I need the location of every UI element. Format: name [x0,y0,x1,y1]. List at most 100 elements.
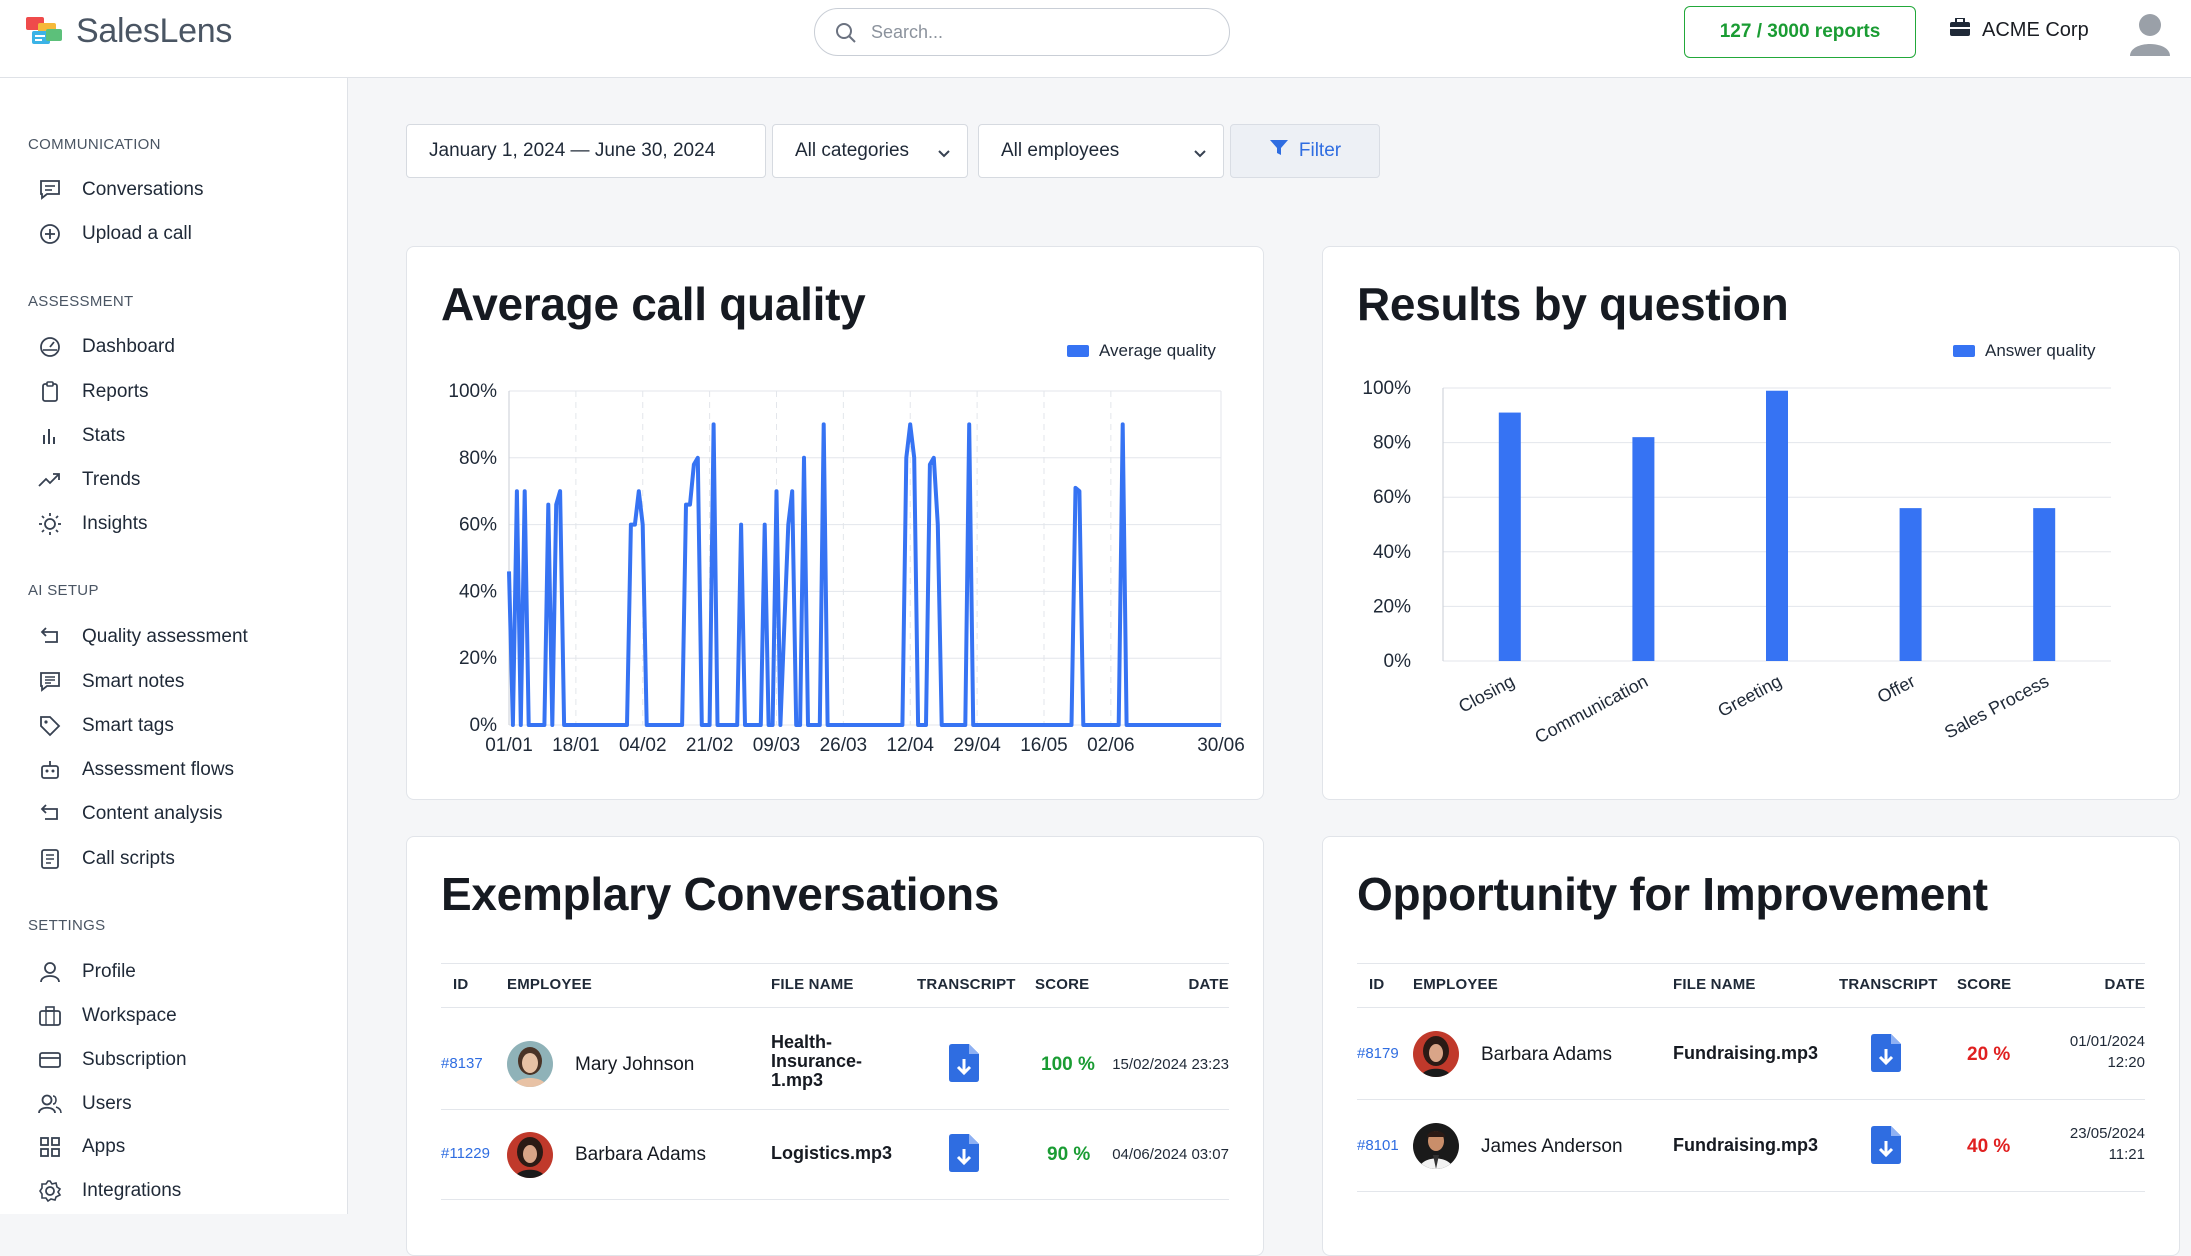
transcript-download-icon[interactable] [949,1044,979,1082]
sidebar-item-assessment-flows[interactable]: Assessment flows [36,754,234,786]
sidebar-item-subscription[interactable]: Subscription [36,1044,187,1076]
sidebar-item-label: Stats [82,425,126,446]
sidebar-item-label: Smart tags [82,715,174,736]
col-score: SCORE [1035,976,1090,993]
divider [1357,1099,2145,1100]
search-input[interactable] [871,17,1211,47]
filter-button[interactable]: Filter [1230,124,1380,178]
sidebar: COMMUNICATION Conversations Upload a cal… [0,78,348,1214]
search-box[interactable] [814,8,1230,56]
sidebar-item-content-analysis[interactable]: Content analysis [36,798,222,830]
sidebar-item-call-scripts[interactable]: Call scripts [36,843,175,875]
sidebar-item-integrations[interactable]: Integrations [36,1175,181,1207]
x-tick-label: 04/02 [619,735,667,756]
sidebar-item-dashboard[interactable]: Dashboard [36,331,175,363]
category-value: All categories [795,140,910,161]
date-value: 23/05/2024 11:21 [2070,1125,2145,1163]
sidebar-item-smart-tags[interactable]: Smart tags [36,710,174,742]
notes-icon [36,668,64,696]
legend-label: Answer quality [1985,341,2096,360]
y-tick-label: 20% [1373,596,1411,617]
sidebar-item-stats[interactable]: Stats [36,420,125,452]
logo[interactable]: SalesLens [26,12,232,51]
sidebar-item-users[interactable]: Users [36,1088,132,1120]
sidebar-item-label: Profile [82,961,136,982]
upload-icon [36,220,64,248]
sidebar-item-reports[interactable]: Reports [36,376,149,408]
exemplary-card: Exemplary Conversations ID EMPLOYEE FILE… [406,836,1264,1256]
org-switcher[interactable]: ACME Corp [1950,17,2089,42]
row-id-link[interactable]: #11229 [441,1145,490,1162]
clipboard-icon [36,378,64,406]
x-tick-label: 26/03 [820,735,868,756]
date-value: 04/06/2024 03:07 [1112,1146,1229,1163]
loop-icon [36,623,64,651]
date-range-value: January 1, 2024 — June 30, 2024 [429,140,716,161]
y-tick-label: 40% [1373,542,1411,563]
col-file-name: FILE NAME [771,976,854,993]
results-legend[interactable]: Answer quality [1953,341,2096,361]
user-icon [36,958,64,986]
score-value: 100 % [1041,1054,1095,1075]
divider [441,1199,1229,1200]
sidebar-item-quality-assessment[interactable]: Quality assessment [36,621,248,653]
divider [441,1007,1229,1008]
row-id-link[interactable]: #8137 [441,1055,483,1072]
category-select[interactable]: All categories [772,124,968,178]
y-tick-label: 60% [459,515,497,536]
y-tick-label: 80% [1373,433,1411,454]
improvement-card: Opportunity for Improvement ID EMPLOYEE … [1322,836,2180,1256]
results-card: Results by question Answer quality 0% 20%… [1322,246,2180,800]
employee-avatar [507,1041,553,1087]
transcript-download-icon[interactable] [1871,1126,1901,1164]
x-tick-label: Communication [1531,671,1651,747]
reports-usage-badge[interactable]: 127 / 3000 reports [1684,6,1916,58]
sidebar-item-conversations[interactable]: Conversations [36,174,203,206]
x-tick-label: 21/02 [686,735,734,756]
sidebar-item-label: Assessment flows [82,759,235,780]
bar-chart: 0% 20% 40% 60% 80% 100% Closing Communication Gr… [1362,378,2111,747]
sidebar-item-trends[interactable]: Trends [36,464,140,496]
avg-quality-legend[interactable]: Average quality [1067,341,1216,361]
trend-icon [36,466,64,494]
date-range-picker[interactable]: January 1, 2024 — June 30, 2024 [406,124,766,178]
col-score: SCORE [1957,976,2012,993]
y-tick-label: 100% [448,381,497,402]
avg-quality-card: Average call quality Average quality 0% 2… [406,246,1264,800]
file-name: Fundraising.mp3 [1673,1135,1819,1155]
gauge-icon [36,333,64,361]
transcript-download-icon[interactable] [949,1134,979,1172]
section-ai-setup: AI SETUP [28,582,99,599]
score-value: 20 % [1967,1044,2011,1065]
sidebar-item-upload-a-call[interactable]: Upload a call [36,218,192,250]
divider [441,1109,1229,1110]
y-tick-label: 80% [459,448,497,469]
sidebar-item-apps[interactable]: Apps [36,1131,125,1163]
row-id-link[interactable]: #8101 [1357,1137,1399,1154]
sidebar-item-smart-notes[interactable]: Smart notes [36,666,184,698]
sidebar-item-profile[interactable]: Profile [36,956,136,988]
sidebar-item-label: Subscription [82,1049,187,1070]
sidebar-item-workspace[interactable]: Workspace [36,1000,177,1032]
avg-quality-title: Average call quality [441,278,866,330]
y-tick-label: 40% [459,581,497,602]
x-tick-label: 09/03 [753,735,801,756]
file-name: Health-Insurance-1.mp3 [771,1032,863,1090]
transcript-download-icon[interactable] [1871,1034,1901,1072]
sidebar-item-insights[interactable]: Insights [36,508,147,540]
org-name: ACME Corp [1982,18,2089,41]
col-employee: EMPLOYEE [507,976,592,993]
y-tick-label: 100% [1362,378,1411,399]
time-line: 11:21 [2108,1146,2145,1163]
employee-name: James Anderson [1481,1136,1623,1157]
sidebar-item-label: Content analysis [82,803,223,824]
employee-name: Barbara Adams [1481,1044,1612,1065]
bar-chart-icon [36,422,64,450]
employee-select[interactable]: All employees [978,124,1224,178]
briefcase-icon [36,1002,64,1030]
sidebar-item-label: Users [82,1093,132,1114]
row-id-link[interactable]: #8179 [1357,1045,1399,1062]
user-avatar-icon[interactable] [2130,12,2170,56]
x-tick-label: 12/04 [886,735,934,756]
score-value: 90 % [1047,1144,1091,1165]
